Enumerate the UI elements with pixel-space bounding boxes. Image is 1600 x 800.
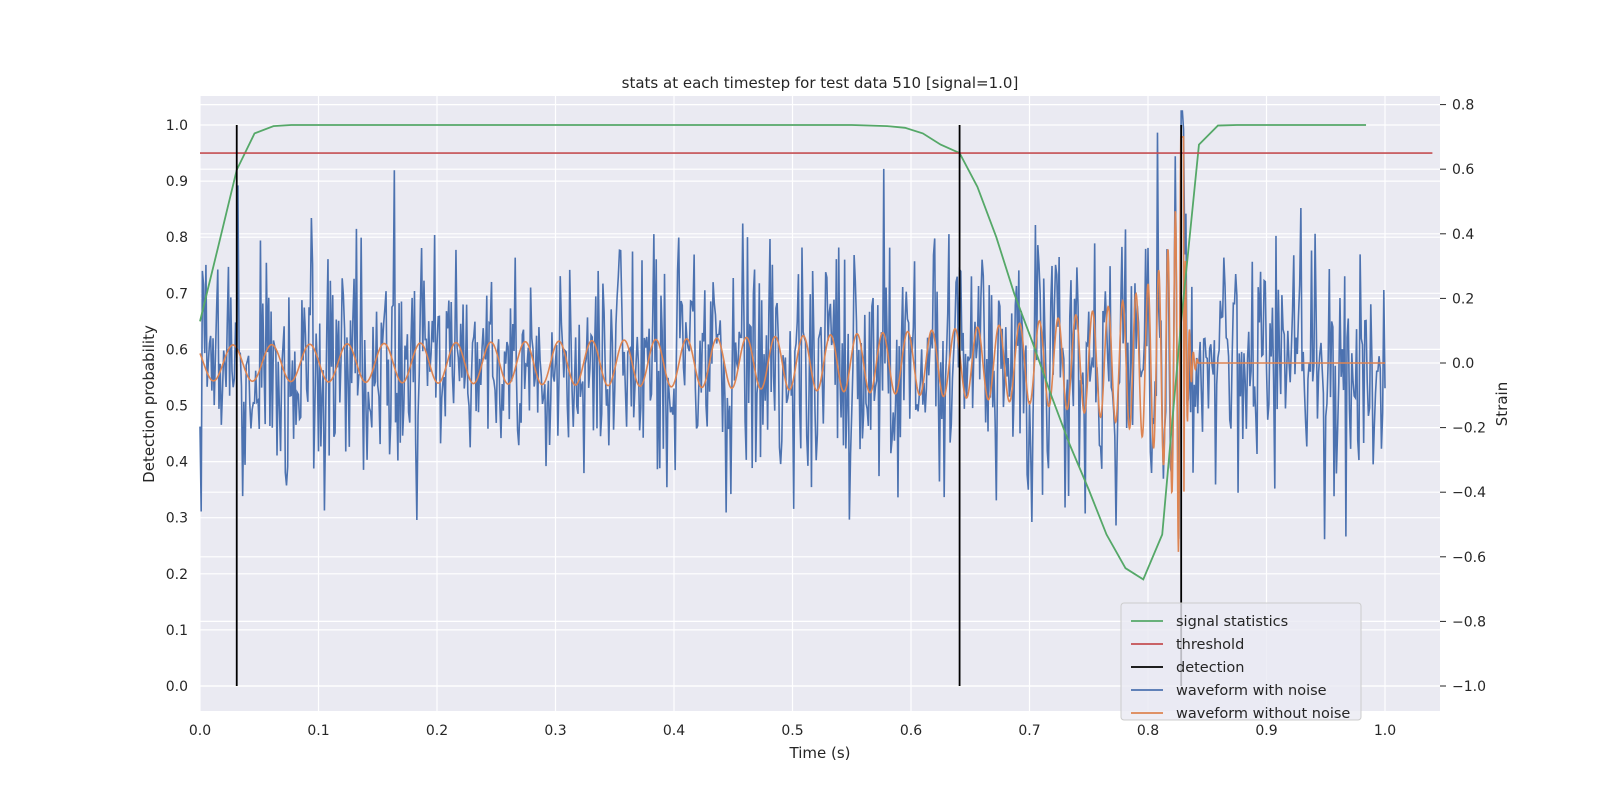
- legend-label: detection: [1176, 660, 1244, 676]
- x-tick-label: 0.2: [426, 723, 448, 739]
- right-tick-label: 0.2: [1452, 291, 1474, 307]
- x-tick-label: 0.4: [663, 723, 685, 739]
- left-tick-label: 0.8: [166, 230, 188, 246]
- left-axis-ticks: 0.0 0.1 0.2 0.3 0.4 0.5 0.6 0.7 0.8 0.9 1.0: [166, 118, 188, 695]
- x-tick-label: 0.1: [307, 723, 329, 739]
- legend: signal statistics threshold detection wavef…: [1120, 602, 1362, 722]
- legend-item: threshold: [1131, 637, 1244, 653]
- legend-item: signal statistics: [1131, 614, 1288, 630]
- left-tick-label: 0.1: [166, 623, 188, 639]
- right-axis-ticks: −1.0 −0.8 −0.6 −0.4 −0.2 0.0 0.2 0.4 0.6 0.8: [1440, 98, 1486, 695]
- x-tick-label: 0.9: [1255, 723, 1277, 739]
- series-waveform-without-noise: [199, 136, 1385, 552]
- x-tick-label: 0.8: [1137, 723, 1159, 739]
- x-axis-label: Time (s): [789, 744, 851, 762]
- right-tick-label: 0.8: [1452, 98, 1474, 114]
- legend-label: waveform with noise: [1176, 683, 1327, 699]
- right-tick-label: −0.2: [1452, 421, 1486, 437]
- left-tick-label: 0.9: [166, 174, 188, 190]
- plot-area: [199, 110, 1433, 686]
- right-tick-label: −0.6: [1452, 550, 1486, 566]
- legend-box: [1120, 602, 1362, 721]
- right-tick-label: −1.0: [1452, 679, 1486, 695]
- x-axis-ticks: 0.0 0.1 0.2 0.3 0.4 0.5 0.6 0.7 0.8 0.9 1.0: [189, 723, 1396, 739]
- right-axis-label: Strain: [1493, 382, 1511, 426]
- series-signal-statistics: [199, 124, 1367, 581]
- legend-label: threshold: [1176, 637, 1244, 653]
- x-tick-label: 0.7: [1018, 723, 1040, 739]
- left-tick-label: 0.3: [166, 511, 188, 527]
- legend-items: signal statistics threshold detection wavef…: [1131, 614, 1350, 722]
- left-tick-label: 1.0: [166, 118, 188, 134]
- legend-item: detection: [1131, 660, 1244, 676]
- right-tick-label: 0.0: [1452, 356, 1474, 372]
- legend-label: signal statistics: [1176, 614, 1288, 630]
- left-tick-label: 0.0: [166, 679, 188, 695]
- right-tick-label: −0.8: [1452, 614, 1486, 630]
- left-tick-label: 0.6: [166, 342, 188, 358]
- right-tick-label: 0.4: [1452, 227, 1474, 243]
- left-tick-label: 0.4: [166, 455, 188, 471]
- left-axis-label: Detection probability: [140, 325, 158, 483]
- x-tick-label: 1.0: [1374, 723, 1396, 739]
- right-tick-label: −0.4: [1452, 485, 1486, 501]
- left-tick-label: 0.2: [166, 567, 188, 583]
- chart-title: stats at each timestep for test data 510…: [622, 74, 1019, 92]
- legend-label: waveform without noise: [1176, 706, 1350, 722]
- x-tick-label: 0.3: [544, 723, 566, 739]
- right-tick-label: 0.6: [1452, 162, 1474, 178]
- x-tick-label: 0.5: [781, 723, 803, 739]
- legend-item: waveform with noise: [1131, 683, 1327, 699]
- left-tick-label: 0.7: [166, 286, 188, 302]
- left-tick-label: 0.5: [166, 399, 188, 415]
- x-tick-label: 0.6: [900, 723, 922, 739]
- x-tick-label: 0.0: [189, 723, 211, 739]
- legend-item: waveform without noise: [1131, 706, 1350, 722]
